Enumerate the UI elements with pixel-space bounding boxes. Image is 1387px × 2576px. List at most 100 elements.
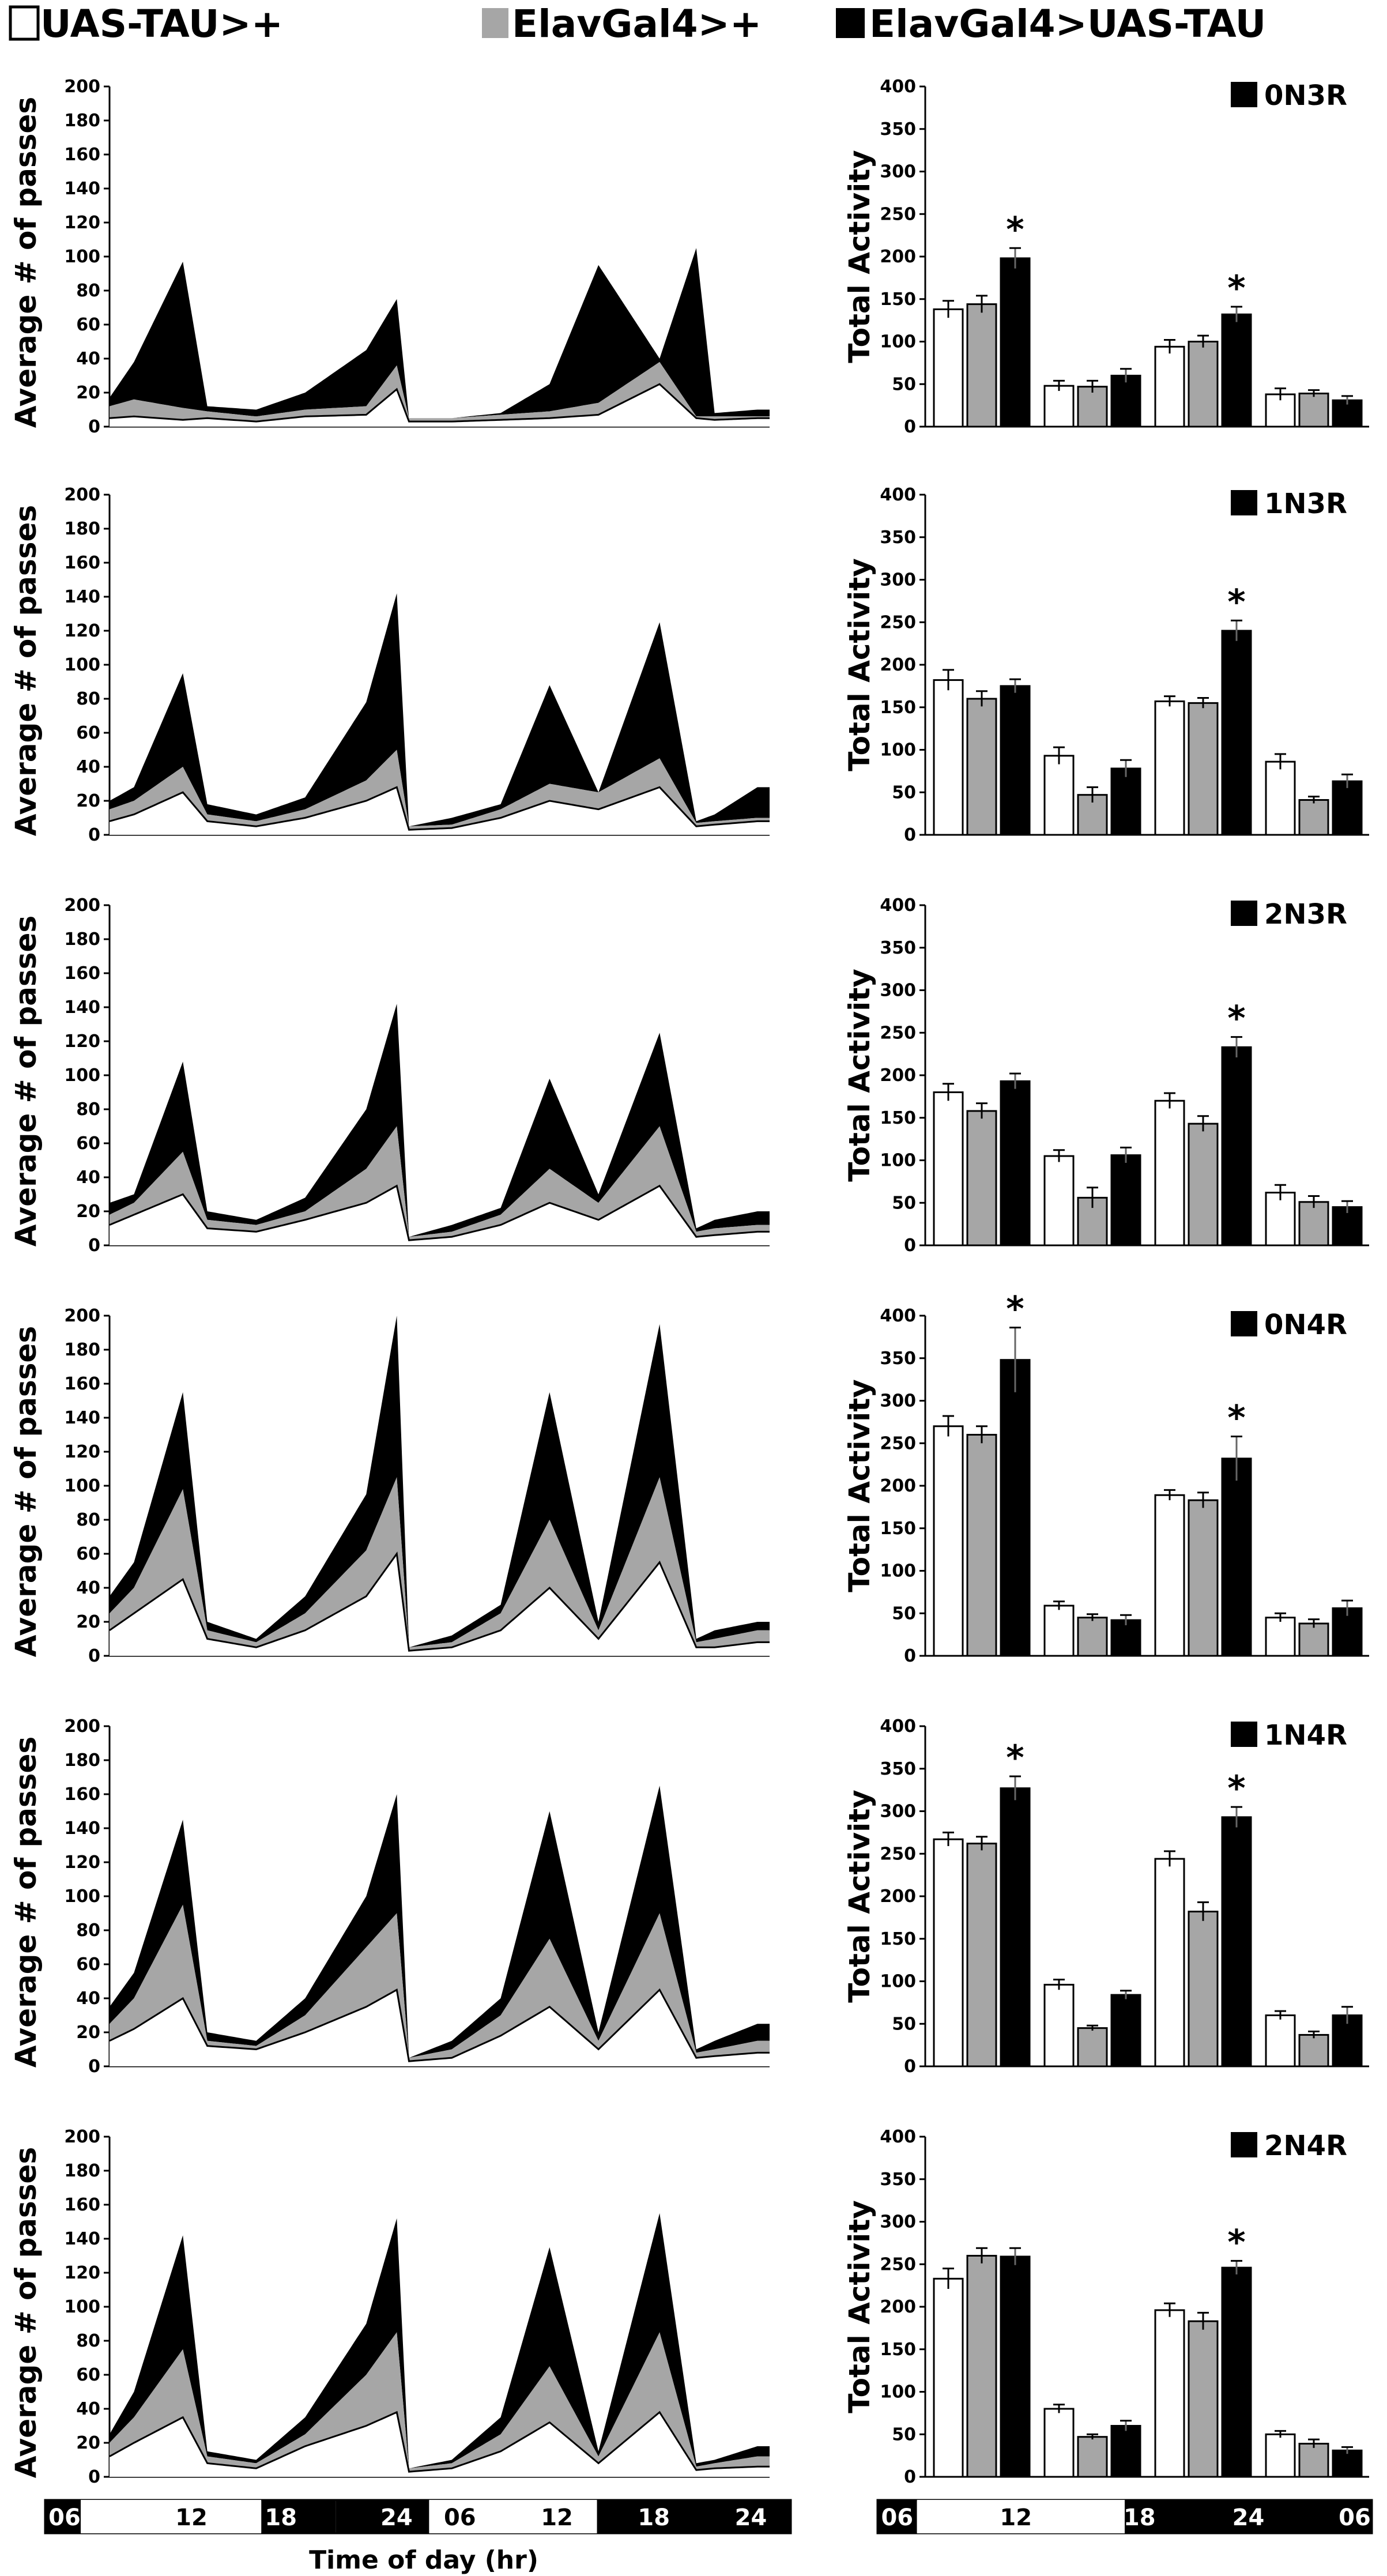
bar-ElavGal4>+-1 [1077,2027,1108,2067]
line-y-tick-label: 200 [64,485,100,505]
line-time-label: 12 [541,2505,573,2531]
bar-y-tick-label: 0 [904,1646,916,1666]
bar-y-tick-label: 50 [892,782,916,803]
bar-y-tick-label: 150 [880,1519,916,1539]
line-y-tick-label: 100 [64,1476,100,1496]
line-y-axis-title: Average # of passes [9,916,43,1246]
line-y-tick-label: 160 [64,1784,100,1805]
bar-ElavGal4>+-3 [1298,2442,1329,2478]
bar-y-tick-label: 400 [880,1716,916,1737]
bar-ElavGal4>UAS-TAU-1 [1110,1994,1141,2067]
bar-UAS-TAU>+-3 [1265,760,1296,836]
line-y-tick-label: 100 [64,2297,100,2317]
line-y-tick-label: 20 [76,383,100,403]
series-gray-band [110,361,770,422]
bar-UAS-TAU>+-0 [933,2277,964,2478]
line-y-tick-label: 60 [76,723,100,743]
series-gray-band [110,1904,770,2062]
bar-time-label: 12 [1000,2505,1032,2531]
bar-ElavGal4>UAS-TAU-0 [1000,1787,1031,2067]
bar-y-tick-label: 200 [880,1476,916,1496]
series-baseline-line [109,383,770,423]
bar-y-axis-title: Total Activity [843,1790,876,2003]
bar-y-tick-label: 100 [880,740,916,760]
line-y-tick-label: 80 [76,1920,100,1941]
line-y-tick-label: 100 [64,1065,100,1086]
line-time-segment [597,2500,791,2533]
line-y-axis-title: Average # of passes [9,1326,43,1657]
bar-ElavGal4>+-0 [966,1110,997,1246]
line-time-label: 06 [48,2505,81,2531]
series-black-band [110,1004,770,1237]
series-black-band [110,248,770,419]
bar-ElavGal4>UAS-TAU-0 [1000,1080,1031,1246]
line-y-tick-label: 120 [64,1852,100,1873]
bar-UAS-TAU>+-3 [1265,2433,1296,2478]
line-y-tick-label: 160 [64,963,100,984]
bar-y-tick-label: 0 [904,2057,916,2077]
series-black-band [110,2213,770,2469]
line-y-tick-label: 160 [64,553,100,573]
bar-y-axis-title: Total Activity [843,2200,876,2413]
significance-star: * [1227,1398,1245,1438]
line-y-tick-label: 160 [64,145,100,165]
line-y-tick-label: 20 [76,2433,100,2453]
line-y-tick-label: 200 [64,77,100,97]
line-time-label: 24 [380,2505,413,2531]
bar-y-tick-label: 50 [892,2014,916,2034]
significance-star: * [1006,209,1024,250]
bar-y-tick-label: 300 [880,570,916,590]
line-y-tick-label: 40 [76,1989,100,2009]
panel-label-swatch [1231,1311,1257,1336]
bar-ElavGal4>UAS-TAU-3 [1332,399,1363,428]
series-baseline-line [109,1551,770,1652]
bar-UAS-TAU>+-1 [1043,1155,1075,1246]
line-y-tick-label: 140 [64,2229,100,2249]
line-time-label: 18 [265,2505,297,2531]
bar-ElavGal4>UAS-TAU-2 [1221,313,1252,428]
bar-ElavGal4>UAS-TAU-1 [1110,1154,1141,1246]
bar-ElavGal4>UAS-TAU-1 [1110,1619,1141,1657]
bar-ElavGal4>UAS-TAU-1 [1110,2425,1141,2478]
bar-UAS-TAU>+-0 [933,1091,964,1246]
line-y-tick-label: 140 [64,1818,100,1839]
line-y-tick-label: 20 [76,791,100,811]
line-y-tick-label: 140 [64,1408,100,1428]
bar-ElavGal4>+-2 [1188,702,1219,836]
bar-y-tick-label: 100 [880,2382,916,2402]
panel-label-swatch [1231,1722,1257,1747]
bar-y-tick-label: 100 [880,1151,916,1171]
bar-y-tick-label: 150 [880,2340,916,2360]
line-y-tick-label: 80 [76,281,100,301]
line-y-tick-label: 60 [76,315,100,335]
bar-y-tick-label: 150 [880,1108,916,1128]
line-panel-1N4R: 0 20 40 60 80 100 120 140 160 180 200 Average # of … [9,1716,770,2077]
series-baseline-line [109,786,770,831]
bar-UAS-TAU>+-0 [933,308,964,428]
bar-y-tick-label: 250 [880,2254,916,2274]
line-y-tick-label: 0 [88,1236,100,1256]
line-y-tick-label: 140 [64,587,100,607]
line-y-tick-label: 200 [64,1716,100,1737]
bar-ElavGal4>+-2 [1188,2320,1219,2478]
bar-ElavGal4>UAS-TAU-0 [1000,2255,1031,2478]
line-y-tick-label: 160 [64,1374,100,1394]
panel-label: 0N4R [1264,1309,1347,1341]
bar-ElavGal4>UAS-TAU-2 [1221,1046,1252,1246]
bar-ElavGal4>UAS-TAU-2 [1221,1458,1252,1657]
bar-time-segment [1125,2500,1372,2533]
bar-ElavGal4>UAS-TAU-1 [1110,375,1141,428]
line-y-tick-label: 180 [64,2161,100,2181]
bar-y-tick-label: 400 [880,77,916,97]
bar-ElavGal4>UAS-TAU-3 [1332,780,1363,836]
line-y-tick-label: 0 [88,2467,100,2487]
line-y-tick-label: 100 [64,655,100,675]
bar-UAS-TAU>+-2 [1154,1494,1185,1657]
line-time-label: 06 [444,2505,476,2531]
bar-UAS-TAU>+-2 [1154,345,1185,428]
line-y-tick-label: 200 [64,1306,100,1326]
bar-UAS-TAU>+-0 [933,1425,964,1657]
bar-time-label: 18 [1124,2505,1156,2531]
line-time-segment [81,2500,262,2533]
